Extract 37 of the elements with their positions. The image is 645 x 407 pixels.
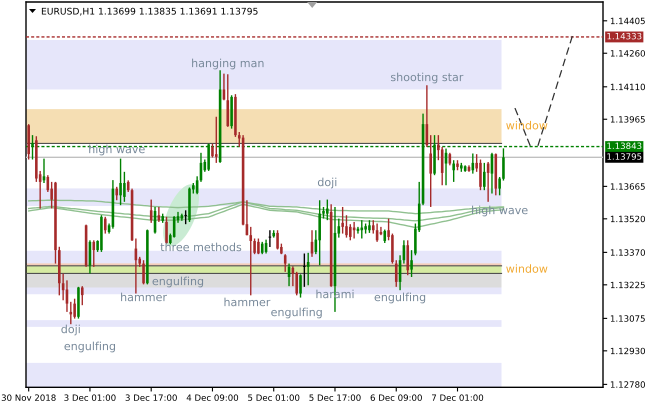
y-tick-label: 1.13965	[610, 116, 645, 123]
annotation: high wave	[89, 144, 145, 156]
y-tick-label: 1.13075	[610, 315, 645, 322]
annotation: doji	[61, 324, 80, 336]
annotation: engulfing	[374, 292, 426, 304]
y-tick-label: 1.14260	[610, 50, 645, 57]
y-tick-label: 1.14110	[610, 84, 645, 90]
ref-line-label: 1.14333	[607, 32, 642, 40]
annotation: doji	[318, 178, 336, 188]
annotation: hammer	[224, 298, 270, 306]
y-tick-label: 1.13370	[610, 249, 645, 256]
annotation: hanging man	[192, 58, 264, 70]
ref-line-label: 1.13843	[607, 142, 642, 150]
ref-line-label: 1.13795	[607, 153, 642, 160]
x-tick-label: 3 Dec 01:00	[64, 394, 116, 401]
y-tick-label: 1.13665	[610, 183, 645, 190]
x-tick-label: 5 Dec 17:00	[309, 394, 361, 401]
annotation: shooting star	[390, 72, 464, 84]
y-tick-label: 1.13520	[610, 216, 645, 222]
band-label: window	[506, 264, 548, 273]
x-tick-label: 5 Dec 01:00	[248, 394, 300, 401]
annotation: hammer	[121, 292, 167, 302]
y-tick-label: 1.13225	[610, 282, 645, 288]
annotation: engulfing	[152, 276, 204, 288]
band-label: window	[506, 120, 548, 130]
x-tick-label: 30 Nov 2018	[2, 394, 56, 401]
y-tick-label: 1.12930	[610, 348, 645, 354]
x-tick-label: 3 Dec 17:00	[126, 394, 177, 401]
x-tick-label: 6 Dec 09:00	[370, 394, 422, 401]
x-tick-label: 4 Dec 09:00	[186, 394, 238, 401]
annotation: three methods	[160, 242, 242, 252]
y-tick-label: 1.14405	[610, 18, 645, 24]
x-tick-label: 7 Dec 01:00	[432, 394, 484, 401]
annotation: engulfing	[271, 308, 322, 318]
annotation: engulfing	[64, 342, 116, 352]
text: EURUSD,H1 1.13699 1.13835 1.13691 1.13795	[42, 8, 258, 16]
y-tick-label: 1.12780	[610, 381, 645, 388]
